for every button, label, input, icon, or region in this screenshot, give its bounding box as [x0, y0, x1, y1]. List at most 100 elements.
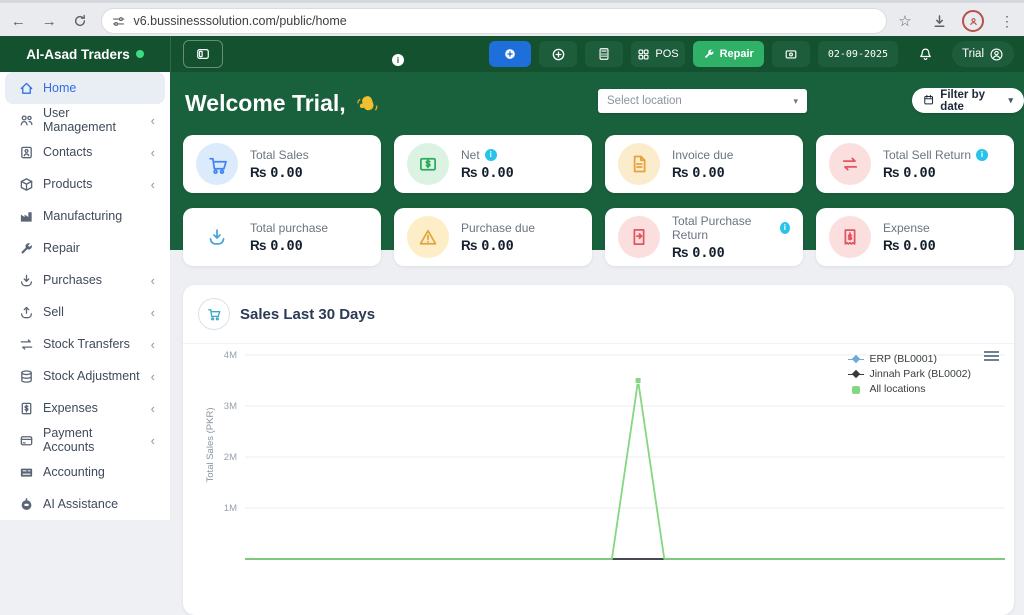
legend-item-erp-bl0001-[interactable]: ERP (BL0001): [848, 353, 971, 365]
sidebar-toggle-button[interactable]: [183, 40, 223, 68]
sidebar-item-expenses[interactable]: Expenses ‹: [5, 392, 165, 424]
legend-item-all-locations[interactable]: All locations: [848, 383, 971, 395]
browser-toolbar: ← → v6.bussinesssolution.com/public/home…: [0, 0, 1024, 40]
back-button[interactable]: ←: [10, 12, 26, 30]
file-return-icon: [618, 216, 660, 258]
browser-profile-avatar[interactable]: [960, 8, 986, 34]
stat-label: Net i: [461, 148, 514, 162]
cart-icon: [198, 298, 230, 330]
stat-card-invoice-due: Invoice due ₨ 0.00: [605, 135, 803, 193]
sidebar-item-manufacturing[interactable]: Manufacturing: [5, 200, 165, 232]
legend-item-jinnah-park-bl0002-[interactable]: Jinnah Park (BL0002): [848, 368, 971, 380]
stat-label: Invoice due: [672, 147, 734, 162]
stat-value: ₨ 0.00: [883, 164, 936, 181]
chart-legend: ERP (BL0001) Jinnah Park (BL0002) All loca…: [848, 353, 971, 395]
transfer-icon: [19, 337, 34, 352]
chevron-left-icon: ‹: [150, 112, 155, 128]
sidebar-item-user-management[interactable]: User Management ‹: [5, 104, 165, 136]
stat-label: Total Sales: [250, 147, 309, 162]
avatar: [962, 10, 984, 32]
info-icon[interactable]: i: [779, 221, 790, 234]
accounting-icon: [19, 465, 34, 480]
sidebar-item-home[interactable]: Home: [5, 72, 165, 104]
add-quick-button[interactable]: [489, 41, 532, 67]
chart-title: Sales Last 30 Days: [240, 305, 376, 323]
stat-label: Total Purchase Return i: [672, 214, 790, 242]
reload-button[interactable]: [68, 8, 93, 34]
register-button[interactable]: [771, 41, 810, 67]
stat-card-net: Net i ₨ 0.00: [394, 135, 592, 193]
info-icon[interactable]: i: [392, 54, 404, 66]
user-menu-button[interactable]: Trial: [952, 41, 1014, 67]
calendar-icon: [923, 94, 934, 107]
legend-marker: [848, 369, 865, 379]
legend-marker: [848, 354, 865, 364]
factory-icon: [19, 209, 34, 224]
chart-header: Sales Last 30 Days: [183, 285, 1014, 344]
box-icon: [19, 177, 34, 192]
chart-menu-icon[interactable]: [984, 349, 999, 363]
stat-value: ₨ 0.00: [250, 164, 303, 181]
downloads-icon[interactable]: [926, 8, 952, 34]
swap-icon: [829, 143, 871, 185]
banknote-icon: [407, 143, 449, 185]
notifications-button[interactable]: [906, 41, 944, 67]
app-topbar: Al-Asad Traders POS Repair 02-09-2025: [0, 36, 1024, 72]
sales-chart-card: Sales Last 30 Days 4M 3M 2M 1M Total Sales (…: [183, 285, 1014, 615]
site-settings-icon[interactable]: [112, 15, 125, 28]
sidebar-item-label: Contacts: [43, 145, 93, 159]
chevron-down-icon: ▾: [793, 95, 798, 106]
wrench-icon: [19, 241, 34, 256]
legend-label: ERP (BL0001): [869, 353, 937, 365]
sidebar-item-stock-adjustment[interactable]: Stock Adjustment ‹: [5, 360, 165, 392]
sidebar-item-label: Payment Accounts: [43, 426, 95, 454]
info-icon[interactable]: i: [976, 148, 989, 161]
sidebar-item-sell[interactable]: Sell ‹: [5, 296, 165, 328]
url-text: v6.bussinesssolution.com/public/home: [133, 14, 347, 28]
sidebar-item-label: Stock Transfers: [43, 337, 130, 351]
user-label: Trial: [962, 48, 984, 60]
cart-icon: [196, 143, 238, 185]
repair-label: Repair: [719, 48, 754, 60]
circle-plus-button[interactable]: [539, 41, 578, 67]
sidebar-item-label: Purchases: [43, 273, 103, 287]
filter-by-date-button[interactable]: Filter by date ▾: [912, 88, 1024, 113]
upload-icon: [19, 305, 34, 320]
stat-label: Expense: [883, 220, 930, 235]
pos-button[interactable]: POS: [631, 41, 685, 67]
sidebar-item-accounting[interactable]: Accounting: [5, 456, 165, 488]
main-content: Welcome Trial, Select location ▾ Filter …: [170, 72, 1024, 615]
info-icon[interactable]: i: [484, 148, 497, 161]
repair-button[interactable]: Repair: [692, 41, 764, 67]
stat-value: ₨ 0.00: [672, 164, 725, 181]
sidebar-item-payment-accounts[interactable]: Payment Accounts ‹: [5, 424, 165, 456]
calculator-button[interactable]: [585, 41, 624, 67]
legend-label: Jinnah Park (BL0002): [869, 368, 971, 380]
sidebar-item-stock-transfers[interactable]: Stock Transfers ‹: [5, 328, 165, 360]
stat-value: ₨ 0.00: [250, 237, 303, 254]
chevron-left-icon: ‹: [150, 400, 155, 416]
stat-card-purchase-due: Purchase due ₨ 0.00: [394, 208, 592, 266]
address-bar[interactable]: v6.bussinesssolution.com/public/home: [102, 9, 886, 33]
svg-text:2M: 2M: [224, 452, 237, 463]
sidebar-item-label: Sell: [43, 305, 64, 319]
bookmark-star-icon[interactable]: ☆: [898, 13, 912, 30]
sidebar-item-label: User Management: [43, 106, 116, 134]
stat-card-total-purchase-return: Total Purchase Return i ₨ 0.00: [605, 208, 803, 266]
sidebar-item-ai-assistance[interactable]: AI Assistance: [5, 488, 165, 520]
forward-button[interactable]: →: [41, 12, 57, 30]
sidebar-item-repair[interactable]: Repair: [5, 232, 165, 264]
stat-value: ₨ 0.00: [883, 237, 936, 254]
svg-text:4M: 4M: [224, 350, 237, 361]
page-title: Welcome Trial,: [185, 90, 379, 117]
chevron-left-icon: ‹: [150, 432, 155, 448]
sidebar-item-label: Expenses: [43, 401, 98, 415]
bot-icon: [19, 497, 34, 512]
chevron-left-icon: ‹: [150, 176, 155, 192]
date-button[interactable]: 02-09-2025: [817, 41, 899, 67]
sidebar-item-products[interactable]: Products ‹: [5, 168, 165, 200]
sidebar-item-contacts[interactable]: Contacts ‹: [5, 136, 165, 168]
browser-menu-icon[interactable]: ⋮: [1000, 12, 1014, 29]
location-select[interactable]: Select location ▾: [598, 89, 807, 113]
sidebar-item-purchases[interactable]: Purchases ‹: [5, 264, 165, 296]
